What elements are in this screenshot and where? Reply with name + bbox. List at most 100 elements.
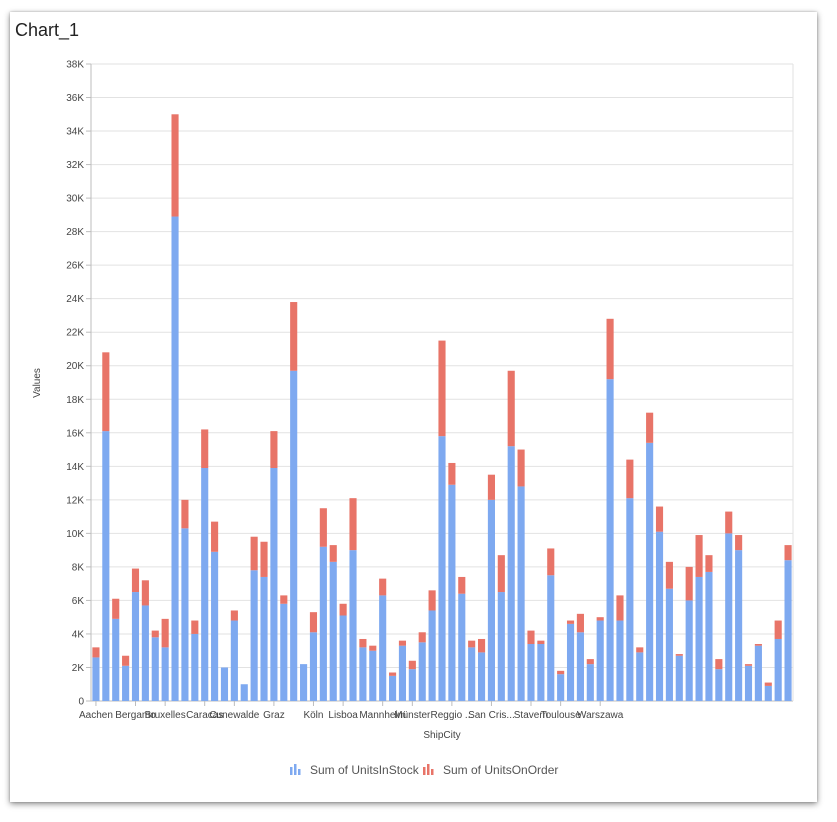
bar-units-on-order[interactable] xyxy=(398,640,407,646)
bar-units-in-stock[interactable] xyxy=(725,533,733,701)
bar-units-in-stock[interactable] xyxy=(685,600,693,701)
bar-units-on-order[interactable] xyxy=(557,670,565,675)
bar-units-in-stock[interactable] xyxy=(92,657,100,701)
bar-units-in-stock[interactable] xyxy=(754,645,762,701)
bar-units-in-stock[interactable] xyxy=(270,467,278,701)
bar-units-on-order[interactable] xyxy=(606,318,614,380)
bar-units-in-stock[interactable] xyxy=(537,644,545,701)
bar-units-in-stock[interactable] xyxy=(418,642,426,701)
bar-units-on-order[interactable] xyxy=(487,474,495,500)
bar-units-on-order[interactable] xyxy=(349,498,357,551)
bar-units-on-order[interactable] xyxy=(626,459,634,499)
bar-units-in-stock[interactable] xyxy=(240,684,248,701)
bar-units-in-stock[interactable] xyxy=(566,623,575,701)
bar-units-on-order[interactable] xyxy=(665,561,673,589)
bar-units-on-order[interactable] xyxy=(764,682,772,686)
bar-units-on-order[interactable] xyxy=(438,340,446,437)
bar-units-in-stock[interactable] xyxy=(122,665,130,701)
bar-units-on-order[interactable] xyxy=(566,620,575,624)
bar-units-on-order[interactable] xyxy=(735,535,743,551)
bar-units-in-stock[interactable] xyxy=(161,647,169,701)
bar-units-on-order[interactable] xyxy=(537,640,545,645)
bar-units-on-order[interactable] xyxy=(705,555,713,572)
bar-units-on-order[interactable] xyxy=(646,412,654,443)
bar-units-in-stock[interactable] xyxy=(715,669,723,701)
bar-units-on-order[interactable] xyxy=(675,654,683,656)
bar-units-on-order[interactable] xyxy=(201,429,209,468)
bar-units-on-order[interactable] xyxy=(468,640,476,648)
bar-units-on-order[interactable] xyxy=(339,603,347,616)
bar-units-on-order[interactable] xyxy=(270,431,278,468)
bar-units-in-stock[interactable] xyxy=(309,632,318,701)
bar-units-on-order[interactable] xyxy=(161,618,169,648)
bar-units-in-stock[interactable] xyxy=(774,638,782,701)
bar-units-on-order[interactable] xyxy=(458,576,466,594)
bar-units-in-stock[interactable] xyxy=(557,674,565,701)
bar-units-in-stock[interactable] xyxy=(398,645,407,701)
bar-units-in-stock[interactable] xyxy=(181,528,189,701)
bar-units-in-stock[interactable] xyxy=(606,379,614,701)
bar-units-on-order[interactable] xyxy=(171,114,179,217)
bar-units-in-stock[interactable] xyxy=(151,637,159,701)
bar-units-on-order[interactable] xyxy=(596,617,604,621)
bar-units-on-order[interactable] xyxy=(260,541,268,577)
bar-units-in-stock[interactable] xyxy=(438,436,446,701)
bar-units-on-order[interactable] xyxy=(181,499,189,529)
bar-units-in-stock[interactable] xyxy=(586,664,594,701)
bar-units-in-stock[interactable] xyxy=(389,675,397,701)
bar-units-on-order[interactable] xyxy=(329,545,337,562)
bar-units-on-order[interactable] xyxy=(141,580,149,606)
bar-units-on-order[interactable] xyxy=(527,630,535,645)
bar-units-in-stock[interactable] xyxy=(329,561,337,701)
bar-units-on-order[interactable] xyxy=(636,647,644,653)
bar-units-in-stock[interactable] xyxy=(705,571,713,701)
bar-units-on-order[interactable] xyxy=(122,655,130,666)
bar-units-in-stock[interactable] xyxy=(369,650,377,701)
bar-units-in-stock[interactable] xyxy=(141,605,149,701)
bar-units-in-stock[interactable] xyxy=(517,486,525,701)
bar-units-on-order[interactable] xyxy=(379,578,387,596)
bar-units-on-order[interactable] xyxy=(547,548,555,576)
bar-units-in-stock[interactable] xyxy=(458,593,466,701)
bar-units-on-order[interactable] xyxy=(754,644,762,646)
legend-item-units-in-stock[interactable]: Sum of UnitsInStock xyxy=(290,763,420,777)
bar-units-on-order[interactable] xyxy=(290,302,298,371)
bar-units-in-stock[interactable] xyxy=(211,551,219,701)
bar-units-in-stock[interactable] xyxy=(349,550,357,701)
bar-units-on-order[interactable] xyxy=(408,660,416,670)
bar-units-on-order[interactable] xyxy=(230,610,238,621)
bar-units-on-order[interactable] xyxy=(211,521,219,552)
bar-units-on-order[interactable] xyxy=(359,638,367,648)
bar-units-in-stock[interactable] xyxy=(319,546,327,701)
bar-units-on-order[interactable] xyxy=(655,506,664,532)
bar-units-on-order[interactable] xyxy=(191,620,199,634)
bar-units-on-order[interactable] xyxy=(92,647,100,658)
bar-units-on-order[interactable] xyxy=(695,535,703,577)
bar-units-on-order[interactable] xyxy=(280,595,288,604)
bar-units-on-order[interactable] xyxy=(319,508,327,547)
bar-units-in-stock[interactable] xyxy=(260,576,268,701)
bar-units-in-stock[interactable] xyxy=(477,652,486,701)
bar-units-in-stock[interactable] xyxy=(596,620,604,701)
bar-units-on-order[interactable] xyxy=(774,620,782,639)
bar-units-on-order[interactable] xyxy=(369,645,377,651)
bar-units-in-stock[interactable] xyxy=(497,592,505,701)
bar-units-in-stock[interactable] xyxy=(339,615,347,701)
bar-units-in-stock[interactable] xyxy=(191,633,199,701)
bar-units-on-order[interactable] xyxy=(131,568,140,593)
bar-units-in-stock[interactable] xyxy=(359,647,367,701)
bar-units-in-stock[interactable] xyxy=(428,610,436,701)
bar-units-in-stock[interactable] xyxy=(744,665,753,701)
bar-units-in-stock[interactable] xyxy=(220,667,229,701)
bar-units-in-stock[interactable] xyxy=(290,370,298,701)
bar-units-in-stock[interactable] xyxy=(576,632,584,701)
bar-units-on-order[interactable] xyxy=(616,595,624,621)
bar-units-in-stock[interactable] xyxy=(695,576,703,701)
bar-units-in-stock[interactable] xyxy=(547,575,555,701)
bar-units-on-order[interactable] xyxy=(517,449,525,487)
bar-units-in-stock[interactable] xyxy=(448,484,456,701)
bar-units-on-order[interactable] xyxy=(250,536,258,571)
bar-units-in-stock[interactable] xyxy=(300,664,308,701)
bar-units-in-stock[interactable] xyxy=(280,603,288,701)
bar-units-on-order[interactable] xyxy=(102,352,110,432)
